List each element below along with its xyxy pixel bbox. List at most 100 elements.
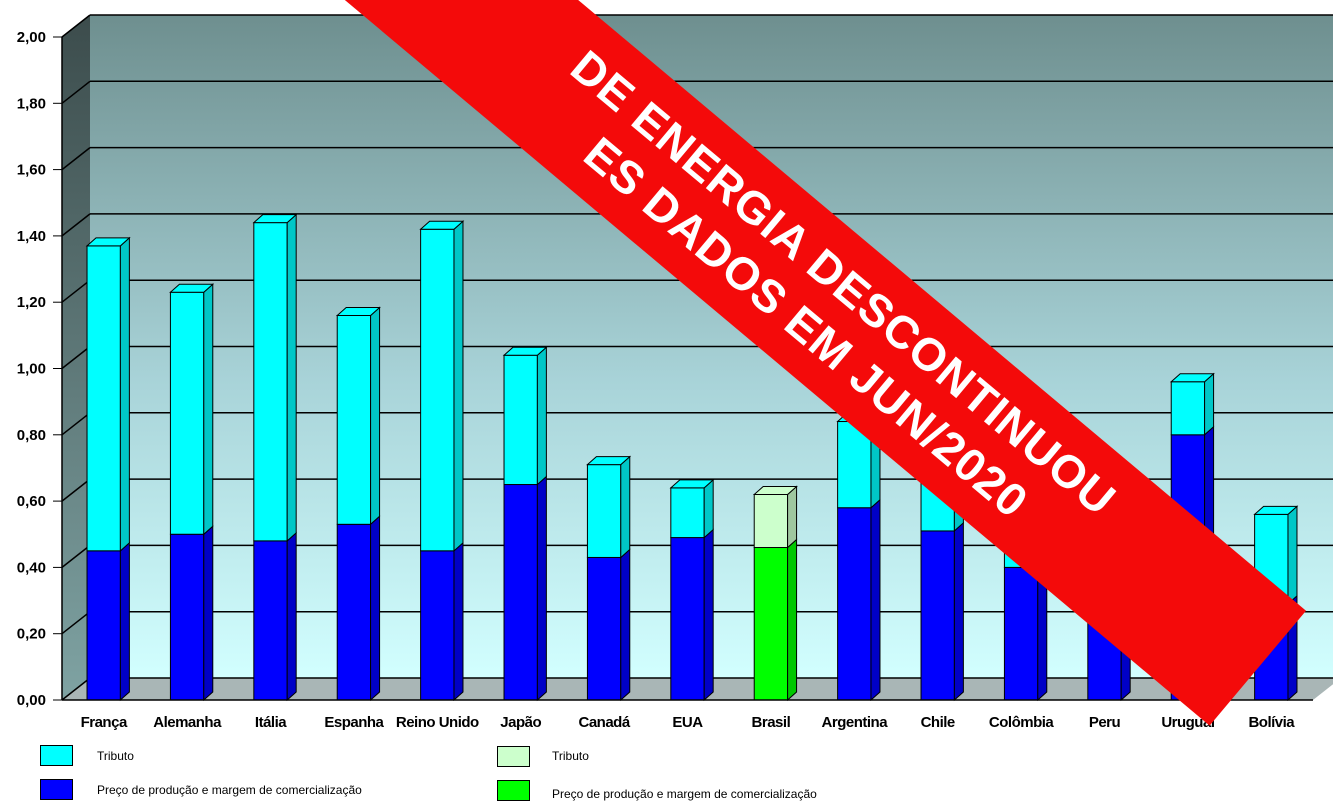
x-tick-label: Peru [1089,714,1121,731]
gridline-side [61,213,91,237]
bar-tax-side-shade [370,307,380,525]
bar-production [837,498,881,702]
bar-group-14 [1253,505,1299,702]
y-tick-label: 0,80 [17,427,46,444]
bar-tax-front [753,493,789,549]
bar-tax-front [420,228,455,552]
bar-tax-front [86,245,121,552]
bar-group-12 [1086,525,1132,702]
bar-tax-front [670,487,705,539]
bar-production-front [586,556,622,701]
bar-production [503,475,547,702]
bar-production-front [169,533,205,701]
bar-production-side-shade [1287,595,1297,700]
bar-tax-front [837,421,872,509]
bar-group-6 [586,455,632,702]
bar-production-front [1003,566,1039,701]
gridline-side [61,412,91,436]
x-tick-label: EUA [672,714,703,731]
bar-production-front [503,484,538,701]
bar-production-side-shade [787,539,797,700]
y-tick-label: 0,60 [17,493,46,510]
bar-group-9 [836,412,882,702]
bar-production-side-shade [1121,575,1131,700]
legend-swatch-production [40,779,73,800]
bar-tax [1254,505,1298,605]
x-tick-label: Japão [500,714,541,731]
x-tick-label: Bolívia [1248,714,1295,731]
x-tick-label: Espanha [324,714,384,731]
bar-tax [420,220,464,552]
bar-tax [1170,372,1215,436]
x-tick-label: Uruguai [1161,714,1215,731]
bar-group-1 [169,283,215,702]
bar-production-front [837,507,872,701]
bar-tax [670,478,714,539]
bar-group-11 [1003,528,1049,702]
gridline-side [61,279,91,303]
gridline-side [61,80,91,104]
bar-group-10 [919,458,965,702]
legend-swatch-tax [40,745,73,766]
bar-tax [837,412,881,509]
bar-group-13 [1169,372,1215,702]
bar-tax [586,455,631,559]
bar-tax-side-shade [203,284,213,535]
bar-production-side-shade [704,529,714,700]
bar-tax-front [920,467,955,532]
bar-tax [753,485,798,549]
bar-top [252,214,298,224]
bar-tax-side-shade [453,221,463,551]
bar-production-side-shade [620,549,630,700]
bar-group-8 [752,485,798,702]
bar-production-front [86,550,121,701]
y-tick-label: 0,20 [17,626,46,643]
x-tick-label: Canadá [579,714,631,731]
legend-label-brasil-tax: Tributo [552,749,589,763]
y-tick-label: 0,40 [17,559,46,576]
bar-production-side-shade [370,516,380,700]
bar-tax-front [1087,533,1122,585]
bar-tax-front [503,354,538,486]
bar-production-side-shade [120,542,130,700]
bar-production-side-shade [1204,426,1214,700]
bar-production-front [920,530,955,701]
bar-group-5 [502,346,548,702]
x-tick-label: França [81,714,128,731]
bar-production [1170,425,1215,702]
bar-production [336,515,381,702]
x-tick-label: Chile [921,714,955,731]
bar-production-front [753,547,789,701]
bar-tax-side-shade [620,456,630,558]
x-tick-label: Brasil [752,714,791,731]
bar-production-side-shade [453,542,463,700]
bar-production [1003,558,1048,702]
bar-group-3 [335,306,381,702]
bar-production-side-shade [203,526,213,700]
bar-tax-side-shade [704,479,714,538]
bar-production [1087,574,1131,702]
bar-production [253,531,297,702]
bar-tax [253,213,297,542]
gridline-side [61,544,91,568]
bar-tax [503,346,547,486]
gridline-side [61,478,91,502]
bar-production [420,541,464,702]
y-tick-label: 0,00 [17,692,46,709]
bar-tax-front [1170,381,1206,436]
x-tick-label: Argentina [822,714,889,731]
bar-production-side-shade [954,522,964,700]
bar-production-front [1254,603,1289,701]
gridline-side [61,345,91,370]
y-tick-label: 1,00 [17,361,46,378]
bar-production [86,541,130,702]
bar-production-front [336,523,372,701]
bar-tax-side-shade [787,486,797,548]
bar-tax [336,306,381,526]
legend-label-tax: Tributo [97,749,134,763]
bar-tax-side-shade [1204,373,1214,435]
bar-tax [1087,525,1131,586]
bar-production-side-shade [1037,559,1047,700]
gridline-side [61,677,91,701]
